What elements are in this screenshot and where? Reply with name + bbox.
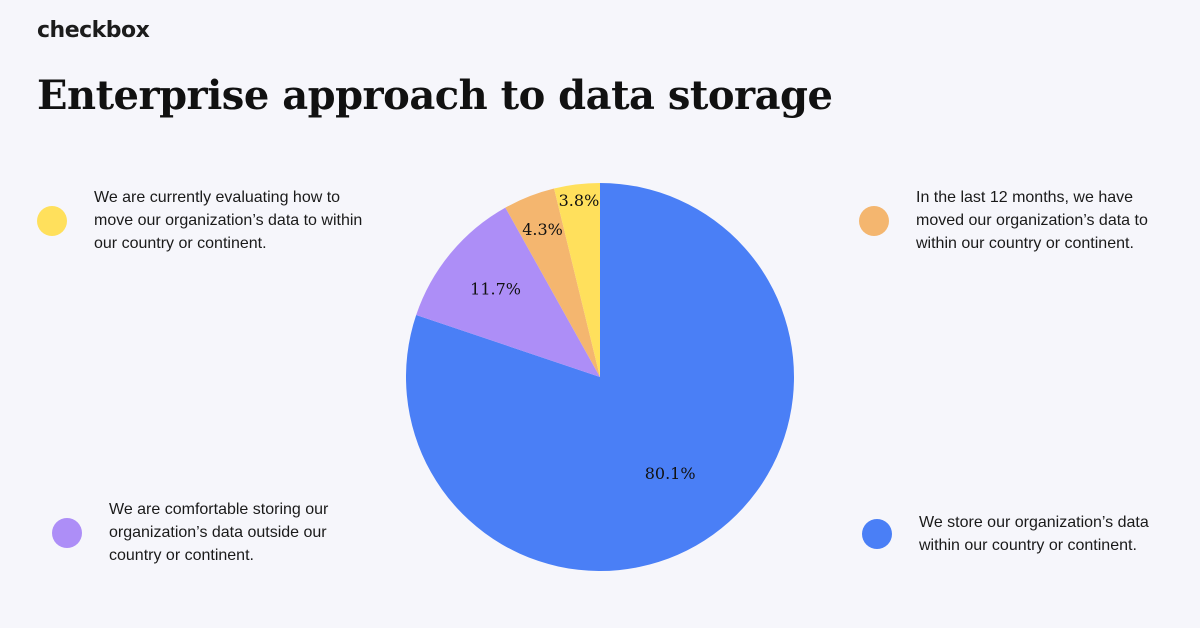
slice-label-evaluating: 3.8%: [559, 191, 600, 210]
legend-text-store-within: We store our organization’s data within …: [919, 514, 1149, 554]
legend-item-evaluating: We are currently evaluating how to move …: [37, 186, 377, 255]
legend-item-store-within: We store our organization’s data within …: [862, 511, 1182, 557]
legend-text-moved: In the last 12 months, we have moved our…: [916, 189, 1148, 252]
pie-slice-moved: [505, 188, 600, 377]
legend-dot-store-within: [862, 519, 892, 549]
slice-label-moved: 4.3%: [522, 220, 563, 239]
legend-dot-moved: [859, 205, 889, 236]
pie-slice-store-within: [405, 183, 794, 571]
slice-label-comfortable: 11.7%: [470, 280, 521, 299]
legend-item-comfortable: We are comfortable storing our organizat…: [52, 498, 372, 567]
pie-slice-evaluating: [554, 183, 600, 377]
page-title: Enterprise approach to data storage: [37, 72, 833, 119]
pie-slice-comfortable: [416, 207, 600, 377]
legend-dot-comfortable: [52, 517, 82, 548]
legend-dot-evaluating: [37, 205, 67, 236]
legend-item-moved: In the last 12 months, we have moved our…: [859, 186, 1179, 255]
brand-logo: checkbox: [37, 18, 150, 43]
legend-text-evaluating: We are currently evaluating how to move …: [94, 189, 363, 252]
legend-text-comfortable: We are comfortable storing our organizat…: [109, 501, 329, 564]
slice-label-store-within: 80.1%: [645, 464, 696, 483]
